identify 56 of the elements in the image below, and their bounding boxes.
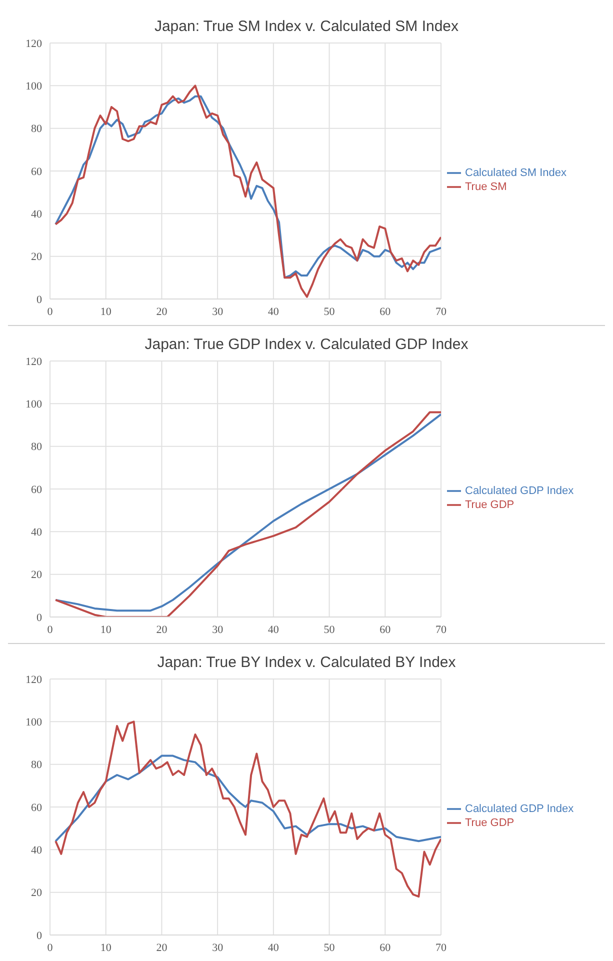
y-tick-label: 80	[31, 441, 42, 454]
x-tick-label: 10	[100, 624, 112, 636]
x-tick-label: 0	[47, 306, 54, 318]
y-tick-label: 60	[31, 484, 42, 496]
y-tick-label: 40	[31, 526, 42, 539]
y-tick-label: 100	[26, 80, 42, 93]
y-tick-label: 120	[26, 38, 42, 50]
y-tick-label: 60	[31, 802, 42, 814]
x-tick-label: 30	[212, 942, 224, 954]
x-tick-label: 30	[212, 306, 224, 318]
legend-label: Calculated GDP Index	[465, 802, 574, 815]
x-tick-label: 70	[436, 942, 447, 954]
line-series	[54, 754, 441, 842]
x-tick-label: 50	[324, 942, 336, 954]
x-tick-label: 40	[268, 942, 280, 954]
legend-label: True GDP	[465, 816, 514, 829]
x-tick-label: 50	[324, 306, 336, 318]
chart-title: Japan: True GDP Index v. Calculated GDP Index	[144, 335, 470, 353]
x-tick-label: 20	[156, 624, 168, 636]
x-tick-label: 60	[380, 942, 392, 954]
y-tick-label: 100	[26, 716, 42, 729]
y-tick-label: 20	[31, 887, 42, 900]
legend-label: Calculated GDP Index	[465, 484, 574, 497]
x-tick-label: 40	[268, 624, 280, 636]
x-tick-label: 20	[156, 942, 168, 954]
y-tick-label: 60	[31, 166, 42, 178]
y-tick-label: 0	[36, 930, 42, 942]
x-tick-label: 70	[436, 306, 447, 318]
y-tick-label: 40	[31, 844, 42, 857]
x-tick-label: 20	[156, 306, 168, 318]
y-tick-label: 20	[31, 569, 42, 582]
legend-label: True GDP	[465, 498, 514, 511]
chart-title: Japan: True SM Index v. Calculated SM Index	[153, 17, 460, 35]
y-tick-label: 120	[26, 674, 42, 686]
y-tick-label: 100	[26, 398, 42, 411]
x-tick-label: 10	[100, 942, 112, 954]
y-tick-label: 40	[31, 208, 42, 221]
x-tick-label: 40	[268, 306, 280, 318]
line-series	[54, 720, 441, 898]
x-tick-label: 60	[380, 624, 392, 636]
chart-title: Japan: True BY Index v. Calculated BY Index	[156, 653, 457, 671]
x-tick-label: 10	[100, 306, 112, 318]
y-tick-label: 0	[36, 294, 42, 306]
x-tick-label: 50	[324, 624, 336, 636]
y-tick-label: 80	[31, 759, 42, 772]
legend-label: Calculated SM Index	[465, 166, 566, 179]
x-tick-label: 70	[436, 624, 447, 636]
y-tick-label: 0	[36, 612, 42, 624]
x-tick-label: 0	[47, 942, 54, 954]
legend-label: True SM	[465, 180, 507, 193]
y-tick-label: 80	[31, 123, 42, 136]
x-tick-label: 60	[380, 306, 392, 318]
x-tick-label: 30	[212, 624, 224, 636]
x-tick-label: 0	[47, 624, 54, 636]
y-tick-label: 20	[31, 251, 42, 264]
y-tick-label: 120	[26, 356, 42, 368]
